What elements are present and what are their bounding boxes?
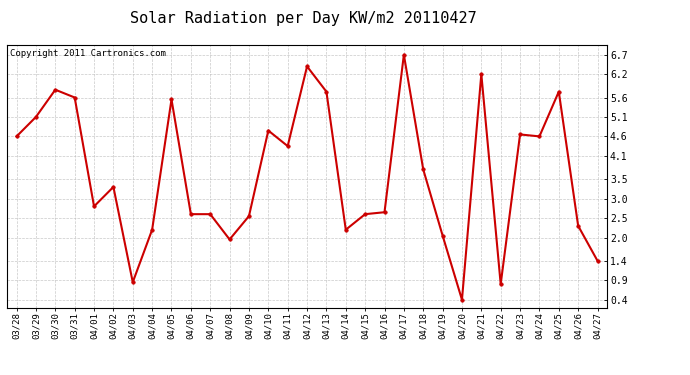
Text: Copyright 2011 Cartronics.com: Copyright 2011 Cartronics.com xyxy=(10,49,166,58)
Text: Solar Radiation per Day KW/m2 20110427: Solar Radiation per Day KW/m2 20110427 xyxy=(130,11,477,26)
